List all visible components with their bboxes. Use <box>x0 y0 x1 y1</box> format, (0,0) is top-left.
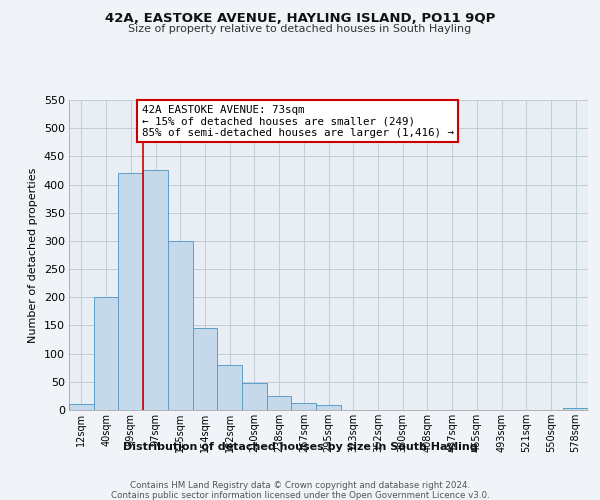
Bar <box>69 404 94 410</box>
Bar <box>118 174 143 410</box>
Bar <box>168 241 193 410</box>
Text: Contains HM Land Registry data © Crown copyright and database right 2024.: Contains HM Land Registry data © Crown c… <box>130 481 470 490</box>
Bar <box>563 408 588 410</box>
Bar <box>242 383 267 410</box>
Y-axis label: Number of detached properties: Number of detached properties <box>28 168 38 342</box>
Text: Contains public sector information licensed under the Open Government Licence v3: Contains public sector information licen… <box>110 491 490 500</box>
Bar <box>267 396 292 410</box>
Text: Size of property relative to detached houses in South Hayling: Size of property relative to detached ho… <box>128 24 472 34</box>
Bar <box>316 406 341 410</box>
Bar <box>217 365 242 410</box>
Bar <box>143 170 168 410</box>
Text: 42A, EASTOKE AVENUE, HAYLING ISLAND, PO11 9QP: 42A, EASTOKE AVENUE, HAYLING ISLAND, PO1… <box>105 12 495 26</box>
Text: 42A EASTOKE AVENUE: 73sqm
← 15% of detached houses are smaller (249)
85% of semi: 42A EASTOKE AVENUE: 73sqm ← 15% of detac… <box>142 104 454 138</box>
Bar <box>193 328 217 410</box>
Bar <box>94 298 118 410</box>
Bar <box>292 402 316 410</box>
Text: Distribution of detached houses by size in South Hayling: Distribution of detached houses by size … <box>122 442 478 452</box>
